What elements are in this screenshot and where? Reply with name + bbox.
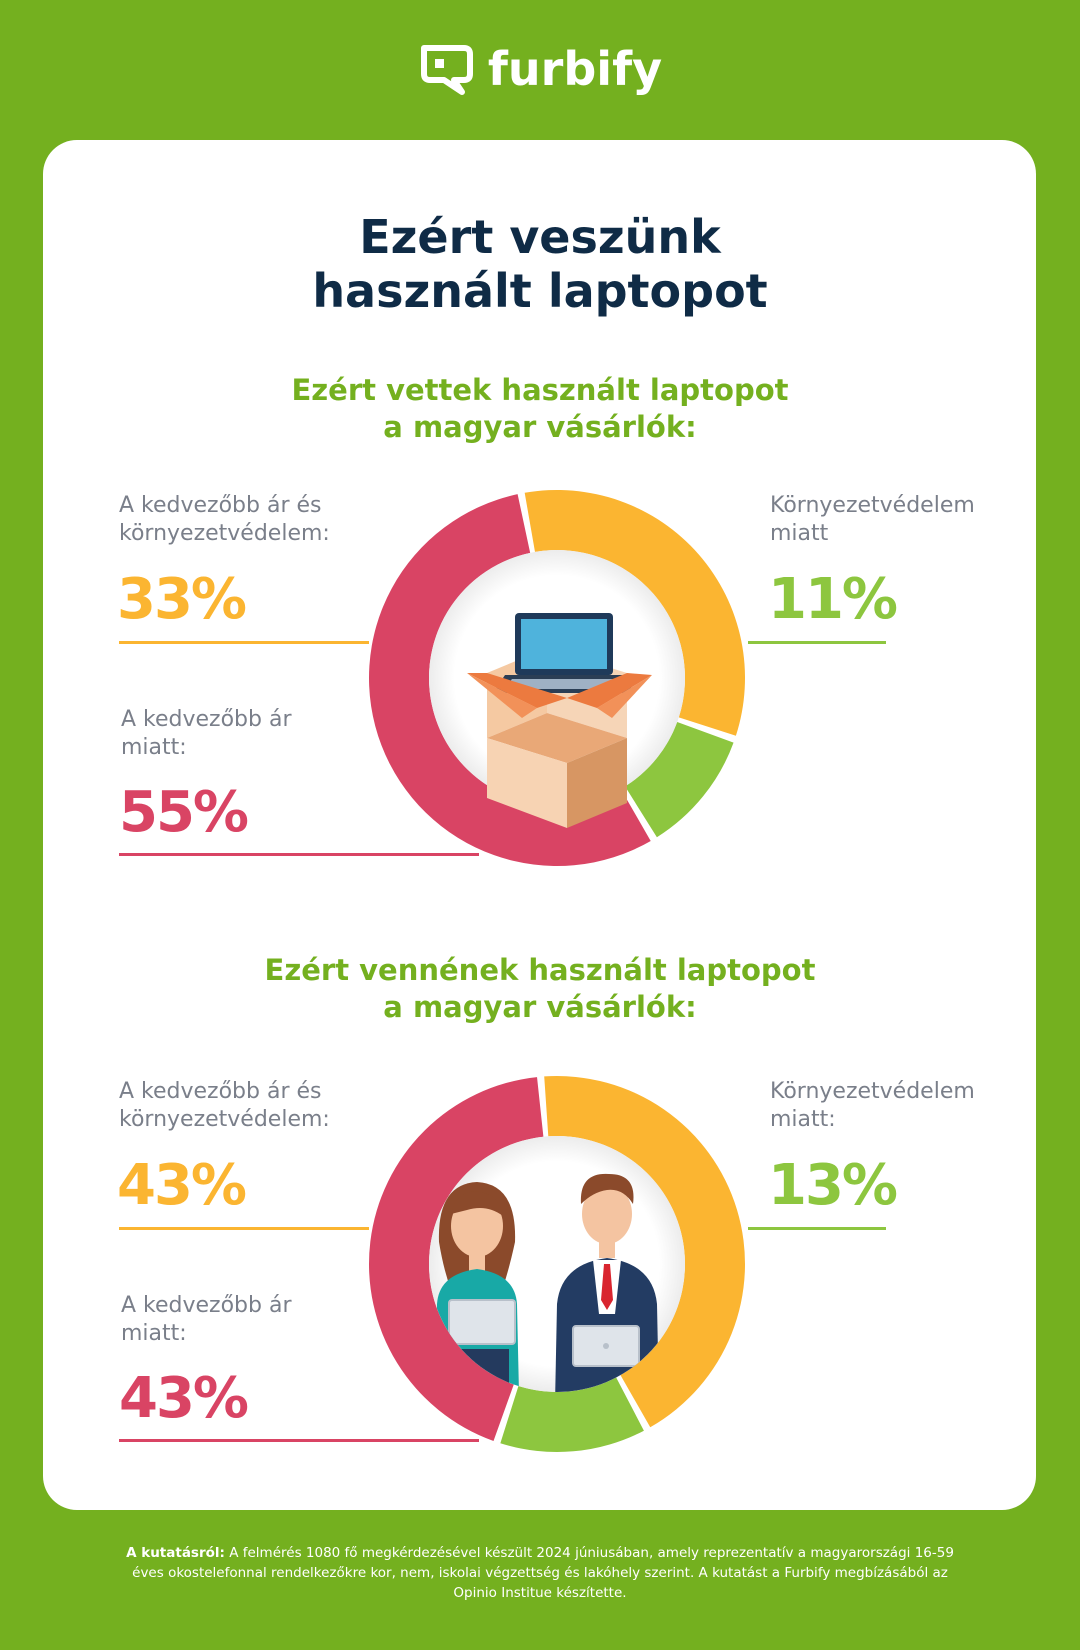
section-1-rule-price [119,853,479,856]
label-line: környezetvédelem: [119,521,330,546]
label-line: Környezetvédelem [770,1079,975,1104]
label-line: A kedvezőbb ár és [119,1079,322,1104]
section-2-label-env: Környezetvédelem miatt: [770,1078,975,1134]
section-2-heading-line-1: Ezért vennének használt laptopot [264,953,816,987]
label-line: miatt: [121,1321,187,1346]
label-line: A kedvezőbb ár és [119,493,322,518]
section-1-label-price: A kedvezőbb ár miatt: [121,706,292,762]
footnote-lead: A kutatásról: [126,1545,225,1561]
label-line: miatt [770,521,829,546]
section-2-rule-price [119,1439,479,1442]
donut-slice-env [625,721,734,838]
donut-slice-both [524,490,745,736]
section-1-value-env: 11% [768,567,898,632]
section-2-heading: Ezért vennének használt laptopot a magya… [0,952,1080,1026]
section-2-value-env: 13% [768,1153,898,1218]
section-1-heading-line-2: a magyar vásárlók: [383,410,697,444]
section-2-value-both: 43% [117,1153,247,1218]
research-footnote: A kutatásról: A felmérés 1080 fő megkérd… [120,1543,960,1603]
label-line: miatt: [770,1107,836,1132]
footnote-text: A felmérés 1080 fő megkérdezésével készü… [132,1545,954,1601]
speech-bubble-f-icon [420,45,473,95]
section-1-label-env: Környezetvédelem miatt [770,492,975,548]
section-2-rule-env [748,1227,886,1230]
donut-slice-env [500,1377,644,1452]
section-2-label-price: A kedvezőbb ár miatt: [121,1292,292,1348]
label-line: A kedvezőbb ár [121,1293,292,1318]
section-1-donut-chart [368,490,745,866]
section-1-heading-line-1: Ezért vettek használt laptopot [291,373,789,407]
section-2-label-both: A kedvezőbb ár és környezetvédelem: [119,1078,330,1134]
section-2-heading-line-2: a magyar vásárlók: [383,990,697,1024]
donut-slice-price [368,1077,544,1441]
section-1-value-both: 33% [117,567,247,632]
section-1-heading: Ezért vettek használt laptopot a magyar … [0,372,1080,446]
section-1-rule-both [119,641,369,644]
donut-slice-both [544,1076,745,1428]
section-2-donut-chart [368,1076,745,1452]
section-1-label-both: A kedvezőbb ár és környezetvédelem: [119,492,330,548]
laptop-in-box-icon [467,613,652,828]
section-2-value-price: 43% [119,1366,249,1431]
label-line: A kedvezőbb ár [121,707,292,732]
page-title: Ezért veszünk használt laptopot [0,210,1080,318]
brand-name: furbify [487,42,663,96]
label-line: Környezetvédelem [770,493,975,518]
brand-logo: furbify [0,40,1080,98]
label-line: környezetvédelem: [119,1107,330,1132]
donut-slice-price [368,494,651,866]
section-2-rule-both [119,1227,369,1230]
page-title-line-2: használt laptopot [312,264,768,318]
section-1-rule-env [748,641,886,644]
page-title-line-1: Ezért veszünk [359,210,721,264]
label-line: miatt: [121,735,187,760]
section-1-value-price: 55% [119,780,249,845]
